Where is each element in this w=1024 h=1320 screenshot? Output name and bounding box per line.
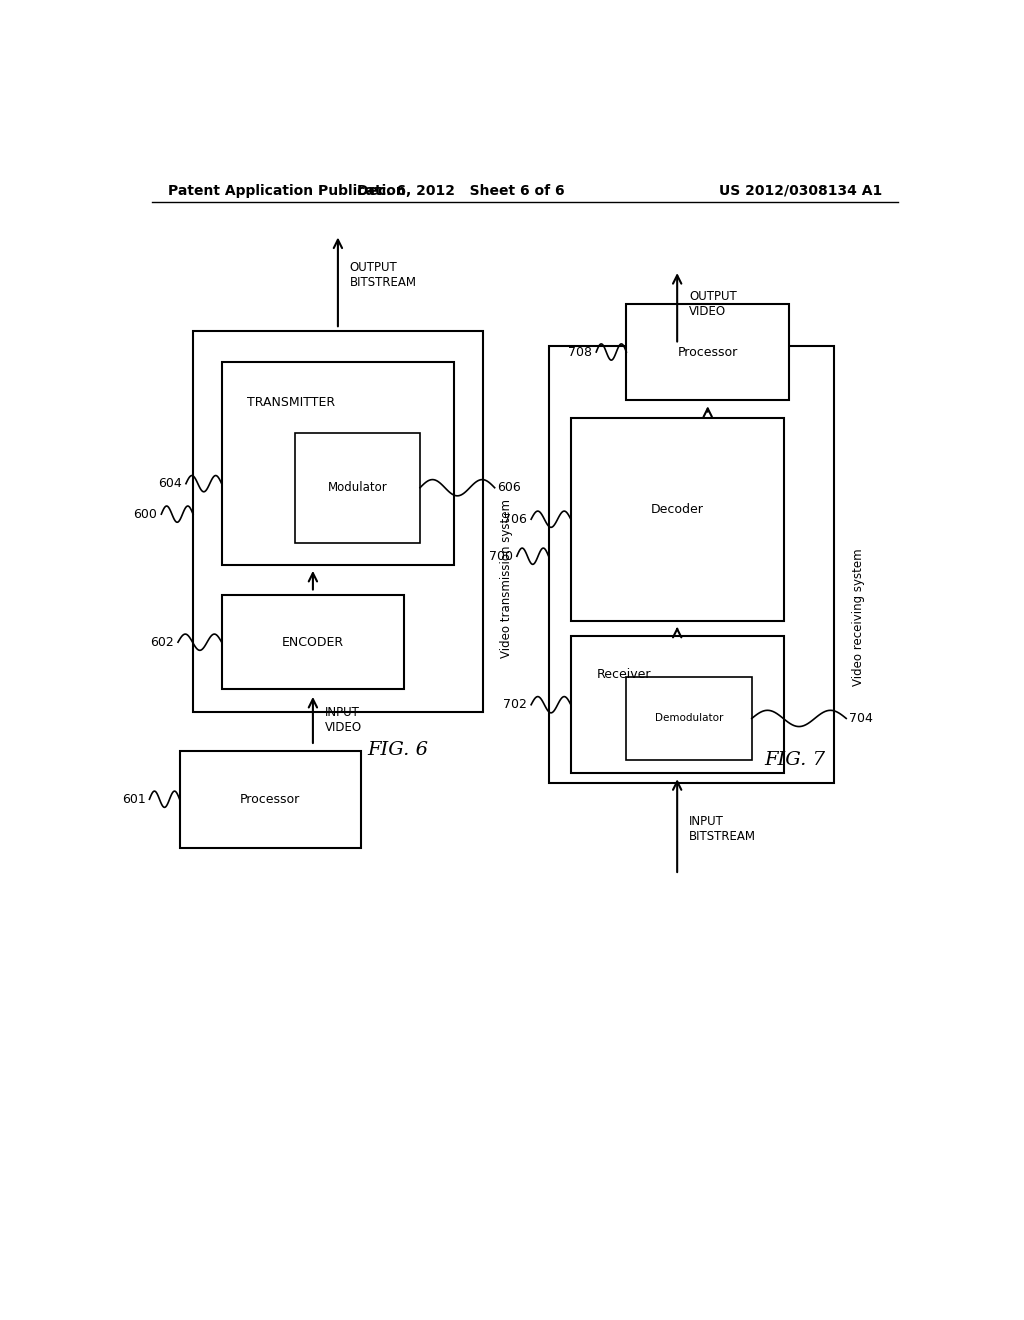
Text: 600: 600 <box>133 508 158 520</box>
Text: OUTPUT
VIDEO: OUTPUT VIDEO <box>689 290 737 318</box>
FancyBboxPatch shape <box>627 304 790 400</box>
FancyBboxPatch shape <box>179 751 360 847</box>
Text: 602: 602 <box>151 636 174 648</box>
FancyBboxPatch shape <box>570 636 783 774</box>
Text: 708: 708 <box>568 346 592 359</box>
Text: 601: 601 <box>122 793 145 805</box>
Text: Video receiving system: Video receiving system <box>852 549 864 686</box>
Text: INPUT
VIDEO: INPUT VIDEO <box>325 706 361 734</box>
Text: 606: 606 <box>497 482 521 494</box>
Text: Processor: Processor <box>240 793 300 805</box>
FancyBboxPatch shape <box>194 331 482 713</box>
Text: Video transmission system: Video transmission system <box>500 499 513 659</box>
Text: FIG. 7: FIG. 7 <box>764 751 825 770</box>
Text: Dec. 6, 2012   Sheet 6 of 6: Dec. 6, 2012 Sheet 6 of 6 <box>357 183 565 198</box>
Text: 700: 700 <box>488 549 513 562</box>
Text: Decoder: Decoder <box>650 503 703 516</box>
Text: 604: 604 <box>159 477 182 490</box>
Text: Processor: Processor <box>678 346 738 359</box>
Text: Modulator: Modulator <box>328 482 387 494</box>
Text: US 2012/0308134 A1: US 2012/0308134 A1 <box>719 183 882 198</box>
Text: ENCODER: ENCODER <box>282 636 344 648</box>
FancyBboxPatch shape <box>570 417 783 620</box>
Text: INPUT
BITSTREAM: INPUT BITSTREAM <box>689 816 756 843</box>
FancyBboxPatch shape <box>295 433 420 543</box>
FancyBboxPatch shape <box>549 346 835 784</box>
FancyBboxPatch shape <box>627 677 752 760</box>
Text: Receiver: Receiver <box>597 668 651 681</box>
FancyBboxPatch shape <box>221 595 404 689</box>
Text: TRANSMITTER: TRANSMITTER <box>248 396 336 409</box>
Text: 706: 706 <box>504 512 527 525</box>
Text: Demodulator: Demodulator <box>655 713 723 723</box>
Text: OUTPUT
BITSTREAM: OUTPUT BITSTREAM <box>350 261 417 289</box>
FancyBboxPatch shape <box>221 362 455 565</box>
Text: FIG. 6: FIG. 6 <box>368 741 428 759</box>
Text: 704: 704 <box>849 711 872 725</box>
Text: 702: 702 <box>504 698 527 711</box>
Text: Patent Application Publication: Patent Application Publication <box>168 183 406 198</box>
